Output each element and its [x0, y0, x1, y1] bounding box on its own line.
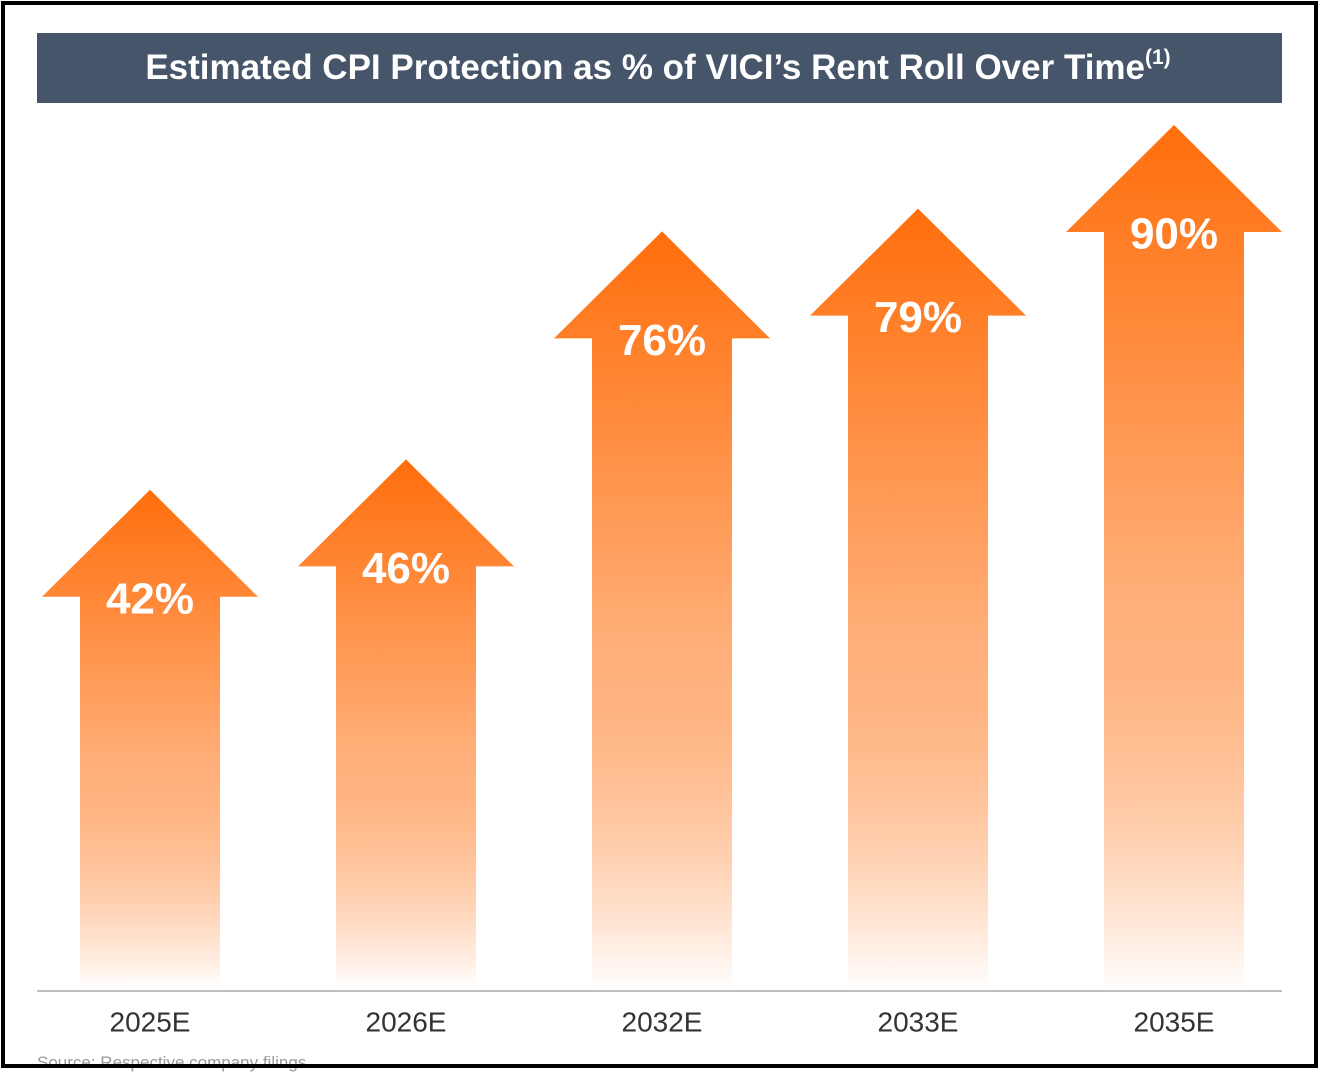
title-text: Estimated CPI Protection as % of VICI’s … — [145, 48, 1145, 87]
value-label: 42% — [106, 574, 194, 623]
arrow-bar — [810, 208, 1026, 991]
value-label: 79% — [874, 293, 962, 342]
source-note: Source: Respective company filings — [37, 1053, 306, 1072]
arrow-bar — [42, 489, 258, 990]
x-tick-label: 2032E — [622, 1006, 703, 1037]
arrow-bar — [1066, 125, 1282, 990]
x-tick-label: 2035E — [1134, 1006, 1215, 1037]
title-band — [37, 33, 1282, 103]
x-tick-label: 2026E — [366, 1006, 447, 1037]
title-note: (1) — [1145, 46, 1171, 69]
chart-title: Estimated CPI Protection as % of VICI’s … — [145, 46, 1170, 88]
value-label: 90% — [1130, 210, 1218, 259]
value-label: 76% — [618, 316, 706, 365]
x-tick-label: 2033E — [878, 1006, 959, 1037]
arrow-bar — [554, 231, 770, 990]
x-tick-label: 2025E — [110, 1006, 191, 1037]
arrows: 42% 2025E 46% 2026E 76% 2032E 79% 2033E 90% 2035E — [42, 125, 1282, 1037]
arrow-bar — [298, 459, 514, 990]
value-label: 46% — [362, 544, 450, 593]
